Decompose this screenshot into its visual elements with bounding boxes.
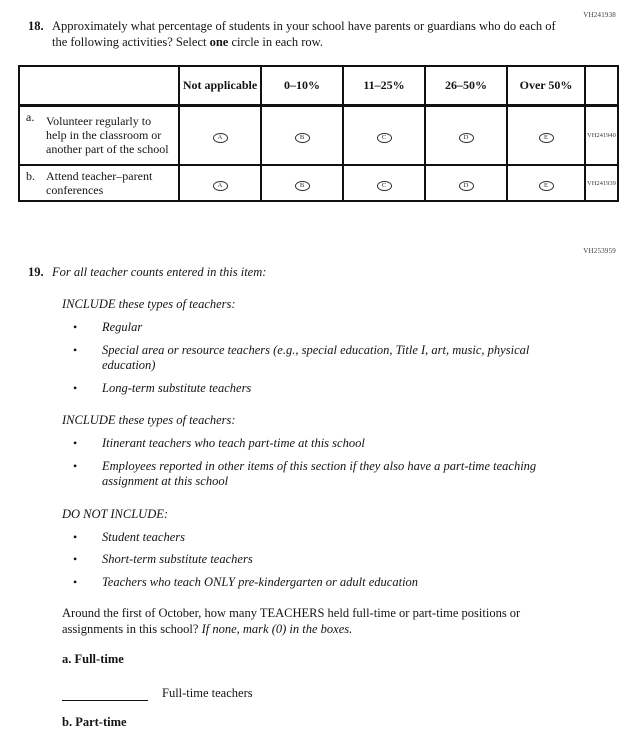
question-19-number: 19. [28,265,44,279]
header-empty-label [18,65,180,107]
row-a-prefix: a. [26,109,35,124]
include-list-1: Regular Special area or resource teacher… [62,320,613,396]
list-item: Long-term substitute teachers [62,381,542,397]
answer-circle-a[interactable]: A [212,180,228,191]
question-19-intro-text: For all teacher counts entered in this i… [52,265,267,279]
row-b-label: b. Attend teacher–parent conferences [18,164,180,202]
row-a-label: a. Volunteer regularly to help in the cl… [18,104,180,166]
header-over-50: Over 50% [506,65,586,107]
full-time-caption: Full-time teachers [162,686,253,700]
answer-circle-e[interactable]: E [538,132,554,143]
row-b-label-text: Attend teacher–parent conferences [46,169,153,197]
answer-circle-e[interactable]: E [538,180,554,191]
header-26-50: 26–50% [424,65,508,107]
question-18-response-table: Not applicable 0–10% 11–25% 26–50% Over … [18,65,619,202]
list-item: Short-term substitute teachers [62,552,542,568]
list-item: Employees reported in other items of thi… [62,459,542,490]
header-11-25: 11–25% [342,65,426,107]
question-18-text-before: Approximately what percentage of student… [52,19,556,49]
row-a-label-text: Volunteer regularly to help in the class… [46,114,169,157]
field-label-full-time: a. Full-time [62,652,124,666]
answer-circle-a[interactable]: A [212,132,228,143]
row-a-item-code: VH241940 [584,104,619,166]
question-19-main-question: Around the first of October, how many TE… [62,605,552,637]
item-code-q18: VH241938 [583,11,616,19]
table-header-row: Not applicable 0–10% 11–25% 26–50% Over … [18,65,619,107]
answer-circle-d[interactable]: D [458,180,474,191]
list-item: Regular [62,320,542,336]
header-not-applicable: Not applicable [178,65,262,107]
table-row: b. Attend teacher–parent conferences A B… [18,164,619,202]
answer-circle-c[interactable]: C [376,132,392,143]
do-not-include-list: Student teachers Short-term substitute t… [62,530,613,591]
header-code-column [584,65,619,107]
answer-circle-c[interactable]: C [376,180,392,191]
answer-circle-b[interactable]: B [294,132,310,143]
list-item: Itinerant teachers who teach part-time a… [62,436,542,452]
do-not-include-heading: DO NOT INCLUDE: [62,506,169,521]
field-label-part-time: b. Part-time [62,715,127,729]
answer-circle-d[interactable]: D [458,132,474,143]
question-19-main-roman: Around the first of October, how many TE… [62,606,521,636]
include-heading-1: INCLUDE these types of teachers: [62,297,236,311]
list-item: Teachers who teach ONLY pre-kindergarten… [62,575,542,591]
include-list-2: Itinerant teachers who teach part-time a… [62,436,613,490]
include-heading-2: INCLUDE these types of teachers: [62,413,236,427]
full-time-write-in-blank[interactable] [62,687,148,701]
question-18-text: Approximately what percentage of student… [52,18,567,50]
table-row: a. Volunteer regularly to help in the cl… [18,104,619,166]
question-18-number: 18. [28,19,44,33]
question-18: 18. Approximately what percentage of stu… [28,18,567,50]
row-b-prefix: b. [26,169,35,183]
row-b-item-code: VH241939 [584,164,619,202]
question-19: 19. For all teacher counts entered in th… [28,265,613,739]
answer-circle-b[interactable]: B [294,180,310,191]
question-18-text-after: circle in each row. [228,35,323,49]
list-item: Student teachers [62,530,542,546]
header-0-10: 0–10% [260,65,344,107]
list-item: Special area or resource teachers (e.g.,… [62,343,542,374]
question-19-main-italic: If none, mark (0) in the boxes. [201,622,353,636]
full-time-entry-row: Full-time teachers [62,686,613,701]
question-18-bold-word: one [209,35,229,49]
item-code-q19: VH253959 [583,247,616,255]
